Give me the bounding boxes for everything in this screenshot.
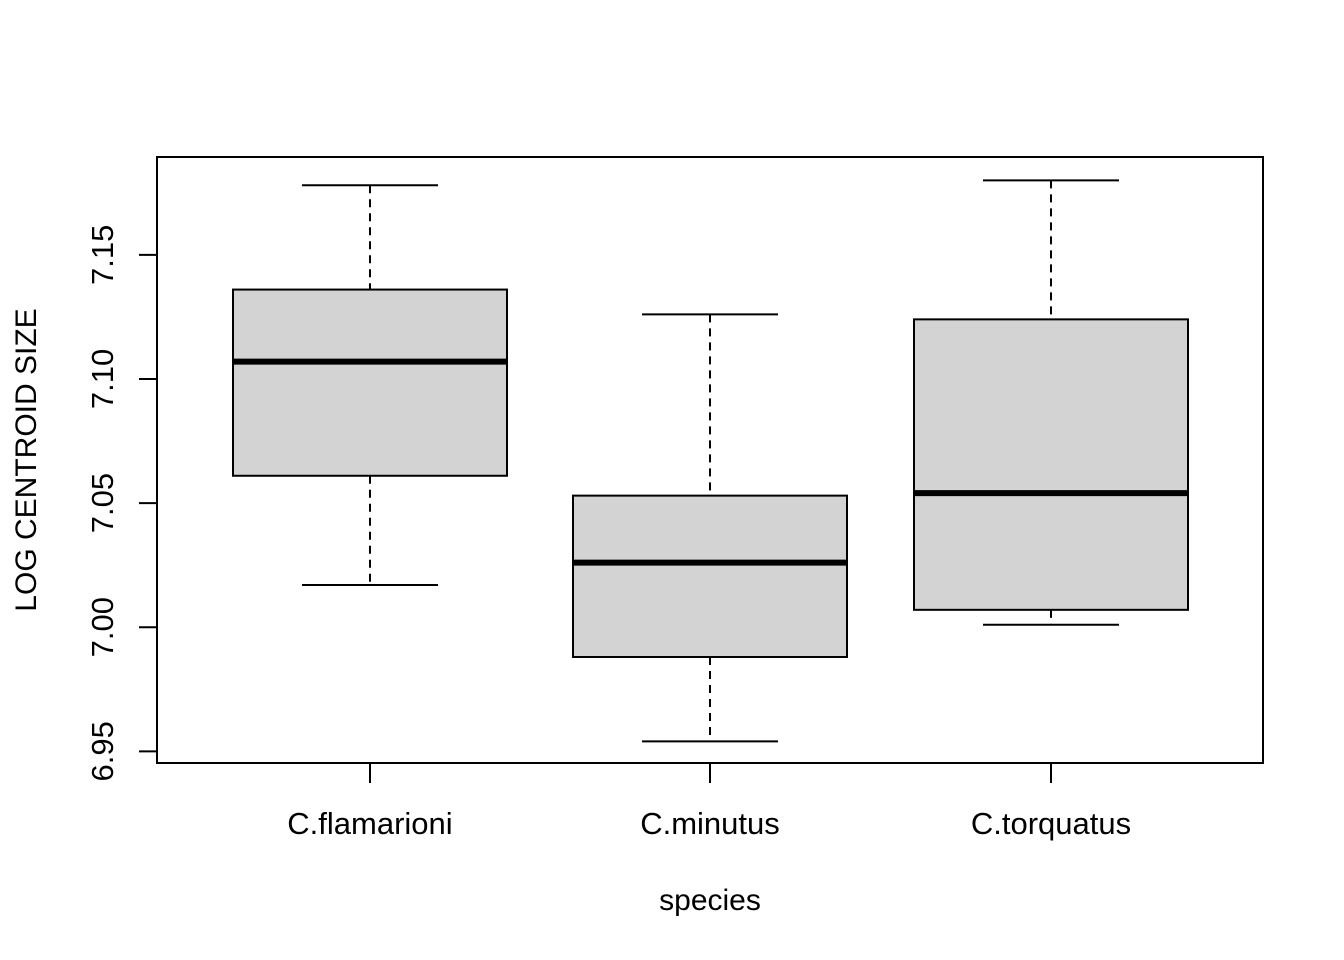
interquartile-box: [232, 288, 508, 477]
x-tick-label: C.flamarioni: [287, 806, 452, 841]
y-tick-label: 7.10: [85, 349, 120, 409]
interquartile-box: [572, 494, 848, 658]
y-tick-label: 6.95: [85, 721, 120, 781]
y-axis-title: LOG CENTROID SIZE: [10, 308, 43, 611]
box-c-minutus: [572, 313, 848, 743]
box-c-flamarioni: [232, 184, 508, 586]
x-tick-label: C.torquatus: [971, 806, 1131, 841]
y-tick-label: 7.00: [85, 597, 120, 657]
x-axis-title: species: [659, 884, 761, 917]
y-axis: 6.95 7.00 7.05 7.10 7.15: [85, 225, 158, 782]
x-tick-label: C.minutus: [640, 806, 780, 841]
interquartile-box: [913, 318, 1189, 611]
box-c-torquatus: [913, 179, 1189, 626]
y-tick-label: 7.05: [85, 473, 120, 533]
y-tick-label: 7.15: [85, 225, 120, 285]
box-series: [232, 179, 1189, 743]
x-axis: C.flamarioni C.minutus C.torquatus: [287, 762, 1131, 841]
